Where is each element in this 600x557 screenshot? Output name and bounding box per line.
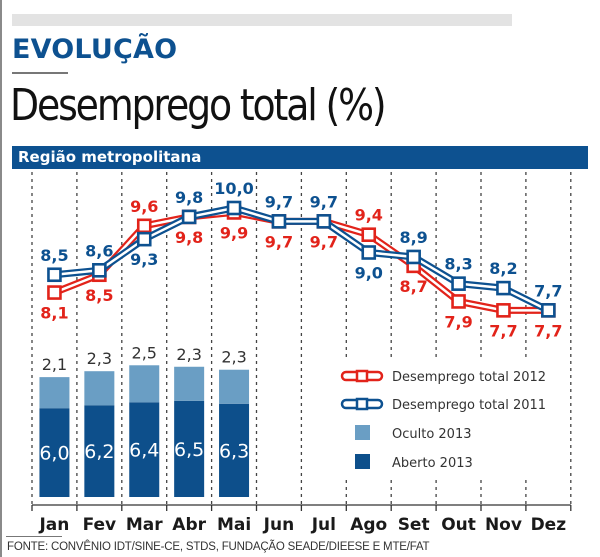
source-note: FONTE: CONVÊNIO IDT/SINE-CE, STDS, FUNDA… xyxy=(7,541,430,553)
bar-aberto xyxy=(39,408,70,497)
label-2011: 7,7 xyxy=(534,281,562,300)
x-tick-label: Abr xyxy=(172,515,206,535)
label-2011: 9,7 xyxy=(310,192,338,211)
chart-title: Desemprego total (%) xyxy=(10,80,387,131)
x-tick-label: Jan xyxy=(38,515,69,535)
series-2011-marker xyxy=(361,245,377,260)
series-2011-marker xyxy=(496,280,511,296)
bar-label-oculto: 2,5 xyxy=(132,343,157,362)
series-2011-line-inner xyxy=(54,206,549,312)
series-2011-marker xyxy=(226,200,242,216)
label-2011: 8,5 xyxy=(40,246,68,265)
series-2012-marker xyxy=(451,294,466,309)
bar-label-aberto: 6,0 xyxy=(39,443,69,465)
bar-oculto xyxy=(219,369,250,404)
label-2011: 9,7 xyxy=(265,192,293,211)
x-tick-label: Jul xyxy=(311,515,336,535)
bar-label-oculto: 2,3 xyxy=(221,348,246,367)
bar-label-aberto: 6,3 xyxy=(219,440,249,462)
label-2012: 9,7 xyxy=(265,232,293,251)
bar-aberto xyxy=(174,400,205,497)
label-2012: 7,9 xyxy=(444,312,472,331)
bar-label-aberto: 6,5 xyxy=(174,439,204,461)
bar-oculto xyxy=(84,371,115,406)
series-2012-line-outer xyxy=(53,208,549,314)
legend-oculto-label: Oculto 2013 xyxy=(392,427,472,442)
label-2011: 9,3 xyxy=(130,250,158,269)
label-2011: 9,8 xyxy=(175,188,203,207)
bar-oculto xyxy=(129,365,160,403)
label-2012: 8,1 xyxy=(40,304,68,323)
x-tick-label: Nov xyxy=(485,515,522,535)
label-2011: 9,0 xyxy=(355,264,383,283)
series-2011-marker xyxy=(406,249,421,265)
label-2012: 7,7 xyxy=(489,321,517,340)
label-2011: 8,3 xyxy=(444,255,472,274)
x-tick-label: Ago xyxy=(350,515,387,535)
series-2012-marker xyxy=(47,285,62,300)
region-band: Região metropolitana xyxy=(12,146,588,169)
label-2012: 9,9 xyxy=(220,223,248,242)
kicker-divider xyxy=(12,72,68,74)
top-decor-bar xyxy=(12,14,512,26)
label-2011: 8,9 xyxy=(399,228,427,247)
x-tick-label: Fev xyxy=(83,515,117,535)
bar-aberto xyxy=(84,405,115,497)
bar-aberto xyxy=(129,402,160,497)
series-2011-marker xyxy=(541,303,556,318)
series-2011-marker xyxy=(92,262,107,278)
series-2011-marker xyxy=(271,214,287,229)
legend-aberto-swatch xyxy=(355,454,370,469)
label-2011: 8,2 xyxy=(489,259,517,278)
label-2011: 10,0 xyxy=(214,179,253,198)
bar-label-oculto: 2,3 xyxy=(87,349,112,368)
label-2012: 9,6 xyxy=(130,197,158,216)
source-divider xyxy=(6,536,62,537)
x-tick-label: Mar xyxy=(126,515,163,535)
label-2012: 7,7 xyxy=(534,321,562,340)
label-2012: 9,4 xyxy=(355,206,383,225)
bar-label-oculto: 2,1 xyxy=(42,355,67,374)
series-2011-marker xyxy=(47,267,62,283)
legend-2011-marker-icon xyxy=(355,397,369,411)
series-2011-marker xyxy=(136,231,152,247)
label-2012: 8,7 xyxy=(399,277,427,296)
legend-2012-marker-icon xyxy=(355,369,369,383)
x-tick-label: Mai xyxy=(217,515,251,535)
bar-oculto xyxy=(39,377,70,409)
x-tick-label: Jun xyxy=(263,515,295,535)
series-2011-line-outer xyxy=(54,204,550,314)
series-2011-marker xyxy=(316,214,332,229)
bar-label-aberto: 6,4 xyxy=(129,440,159,462)
legend-2012-label: Desemprego total 2012 xyxy=(392,370,546,385)
x-tick-label: Set xyxy=(398,515,430,535)
bar-label-aberto: 6,2 xyxy=(84,441,114,463)
label-2012: 9,8 xyxy=(175,228,203,247)
series-2012-marker xyxy=(496,303,511,318)
bar-aberto xyxy=(219,403,250,497)
legend-aberto-label: Aberto 2013 xyxy=(392,456,473,471)
legend-oculto-swatch xyxy=(355,425,370,440)
series-2012-marker xyxy=(136,218,152,234)
x-tick-label: Out xyxy=(441,515,476,535)
label-2011: 8,6 xyxy=(85,241,113,260)
series-2012-line-inner xyxy=(53,211,549,312)
bar-label-oculto: 2,3 xyxy=(176,345,201,364)
label-2012: 9,7 xyxy=(310,232,338,251)
bar-oculto xyxy=(174,366,205,401)
legend-2011-label: Desemprego total 2011 xyxy=(392,398,546,413)
frame-left-border xyxy=(0,0,2,557)
x-tick-label: Dez xyxy=(531,515,567,535)
series-2011-marker xyxy=(181,209,197,225)
region-label: Região metropolitana xyxy=(18,148,202,166)
series-2011-marker xyxy=(451,276,466,291)
label-2012: 8,5 xyxy=(85,286,113,305)
series-2012-marker xyxy=(361,227,377,242)
section-kicker: EVOLUÇÃO xyxy=(12,34,178,65)
